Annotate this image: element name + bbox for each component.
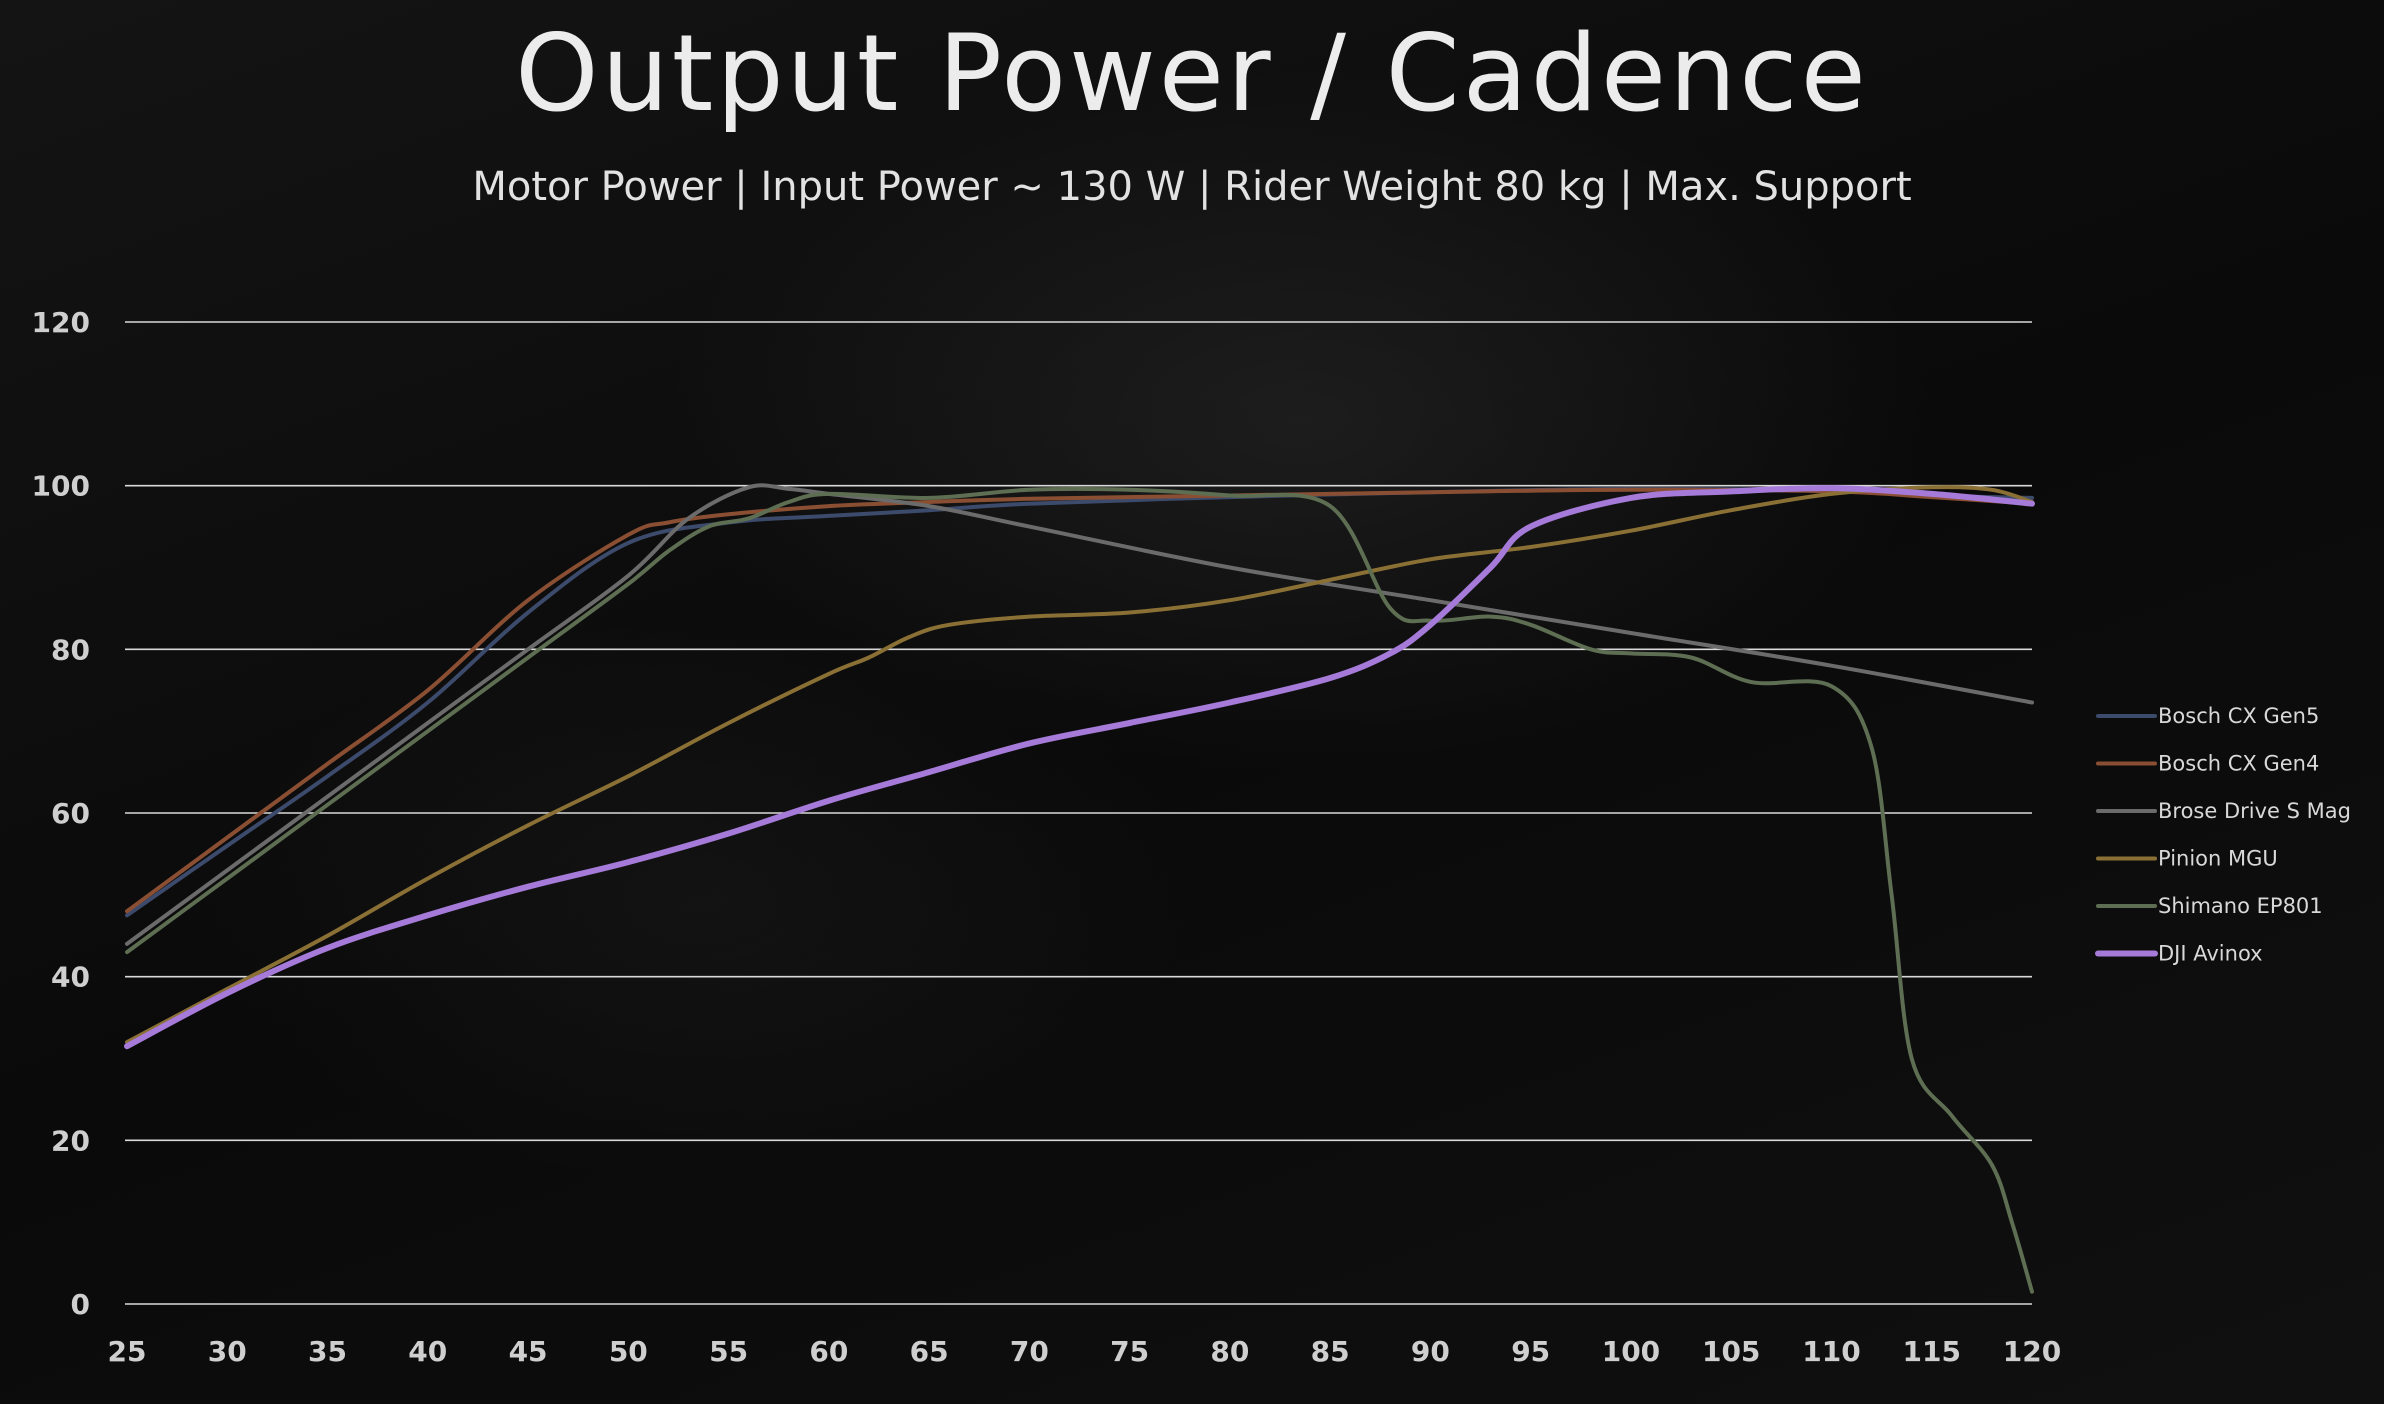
x-tick-label: 95: [1511, 1335, 1550, 1368]
chart-title: Output Power / Cadence: [515, 12, 1869, 135]
x-tick-label: 50: [609, 1335, 648, 1368]
x-axis-ticks: 25 30 35 40 45 50 55 60 65 70 75 80 85 90 95 100 105 110 1…: [108, 1335, 2062, 1368]
x-tick-label: 65: [910, 1335, 949, 1368]
legend: Bosch CX Gen5 Bosch CX Gen4 Brose Drive S …: [2095, 704, 2351, 966]
y-tick-label: 120: [32, 306, 90, 339]
legend-label: Bosch CX Gen5: [2158, 704, 2319, 728]
y-tick-label: 60: [51, 797, 90, 830]
x-tick-label: 90: [1411, 1335, 1450, 1368]
x-tick-label: 70: [1010, 1335, 1049, 1368]
x-tick-label: 80: [1210, 1335, 1249, 1368]
legend-label: DJI Avinox: [2158, 942, 2263, 966]
legend-label: Shimano EP801: [2158, 894, 2323, 918]
series-lines: [124, 483, 2035, 1294]
x-tick-label: 105: [1702, 1335, 1760, 1368]
legend-label: Brose Drive S Mag: [2158, 799, 2351, 823]
x-tick-label: 45: [509, 1335, 548, 1368]
y-tick-label: 20: [51, 1124, 90, 1157]
series-line-shimano-ep801: [125, 486, 2034, 1294]
series-line-dji-avinox: [124, 485, 2035, 1050]
y-tick-label: 80: [51, 633, 90, 666]
x-tick-label: 40: [408, 1335, 447, 1368]
x-tick-label: 75: [1110, 1335, 1149, 1368]
x-tick-label: 100: [1602, 1335, 1660, 1368]
x-tick-label: 35: [308, 1335, 347, 1368]
y-tick-label: 0: [71, 1288, 90, 1321]
x-tick-label: 85: [1311, 1335, 1350, 1368]
gridlines: [125, 321, 2032, 1305]
series-line-bosch-cx-gen4: [125, 487, 2034, 914]
y-tick-label: 40: [51, 961, 90, 994]
y-tick-label: 100: [32, 470, 90, 503]
x-tick-label: 120: [2003, 1335, 2061, 1368]
x-tick-label: 110: [1802, 1335, 1860, 1368]
chart-subtitle: Motor Power | Input Power ~ 130 W | Ride…: [472, 164, 1912, 210]
series-line-pinion-mgu: [125, 485, 2034, 1045]
x-tick-label: 30: [208, 1335, 247, 1368]
y-axis-ticks: 0 20 40 60 80 100 120: [32, 306, 90, 1321]
x-tick-label: 55: [709, 1335, 748, 1368]
x-tick-label: 115: [1903, 1335, 1961, 1368]
x-tick-label: 25: [108, 1335, 147, 1368]
x-tick-label: 60: [809, 1335, 848, 1368]
legend-label: Pinion MGU: [2158, 847, 2278, 871]
legend-label: Bosch CX Gen4: [2158, 752, 2319, 776]
